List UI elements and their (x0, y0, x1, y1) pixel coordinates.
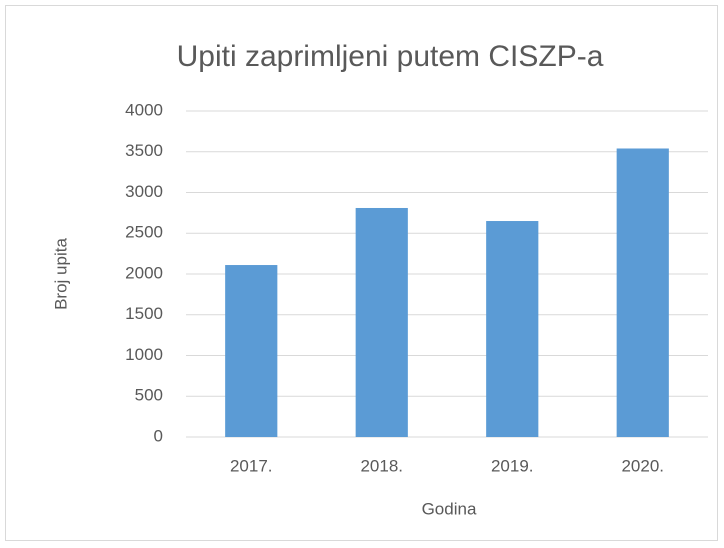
chart-title: Upiti zaprimljeni putem CISZP-a (177, 40, 604, 73)
bar (225, 265, 278, 437)
x-tick-label: 2020. (621, 456, 664, 475)
y-tick-label: 2500 (125, 223, 163, 242)
y-tick-label: 0 (154, 426, 163, 445)
x-tick-label: 2017. (230, 456, 273, 475)
x-tick-label: 2019. (491, 456, 534, 475)
y-tick-label: 3000 (125, 182, 163, 201)
y-tick-label: 4000 (125, 100, 163, 119)
y-tick-label: 1500 (125, 304, 163, 323)
y-tick-label: 2000 (125, 263, 163, 282)
bar (355, 207, 408, 437)
bar (486, 221, 539, 437)
y-tick-label: 3500 (125, 141, 163, 160)
y-axis-label: Broj upita (51, 238, 70, 310)
x-tick-label: 2018. (360, 456, 403, 475)
y-tick-label: 500 (135, 386, 163, 405)
x-axis-label: Godina (422, 499, 477, 518)
bar (616, 148, 669, 438)
y-tick-label: 1000 (125, 345, 163, 364)
